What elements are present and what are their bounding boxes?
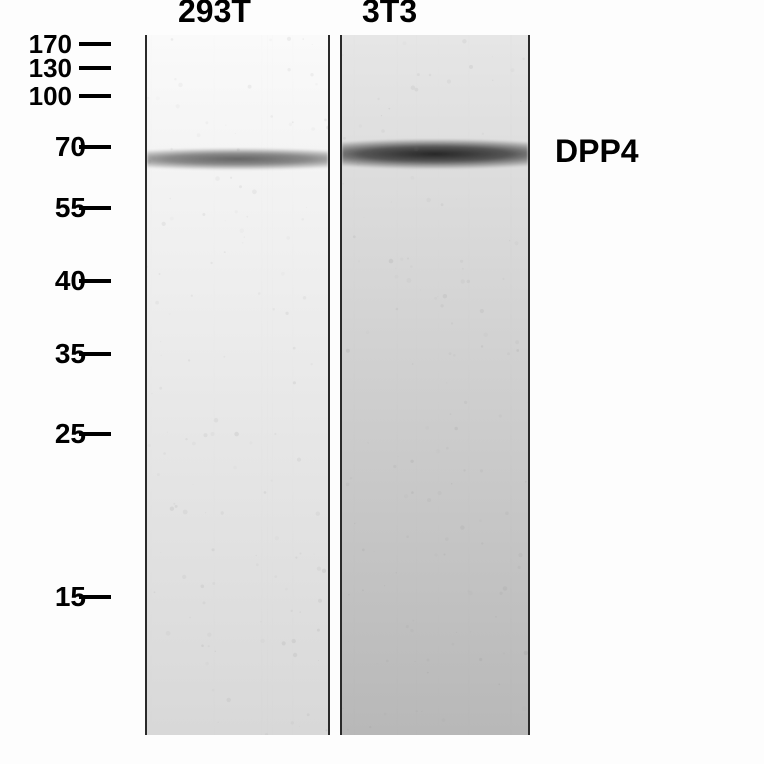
mw-tick — [79, 42, 111, 46]
mw-tick — [79, 595, 111, 599]
protein-label: DPP4 — [555, 133, 639, 170]
lane-noise — [147, 35, 328, 735]
mw-tick — [79, 206, 111, 210]
mw-label: 15 — [0, 581, 86, 613]
lane-header-2: 3T3 — [362, 0, 417, 30]
protein-band — [147, 148, 328, 170]
mw-tick — [79, 432, 111, 436]
blot-container — [115, 35, 535, 735]
mw-label: 130 — [0, 53, 72, 84]
mw-tick — [79, 352, 111, 356]
mw-label: 25 — [0, 418, 86, 450]
mw-label: 100 — [0, 81, 72, 112]
mw-tick — [79, 145, 111, 149]
mw-tick — [79, 279, 111, 283]
mw-label: 40 — [0, 265, 86, 297]
protein-band — [342, 139, 528, 169]
lane-header-1: 293T — [178, 0, 251, 30]
mw-label: 35 — [0, 338, 86, 370]
mw-tick — [79, 94, 111, 98]
lane-2 — [340, 35, 530, 735]
mw-label: 55 — [0, 192, 86, 224]
lane-1 — [145, 35, 330, 735]
mw-tick — [79, 66, 111, 70]
mw-label: 70 — [0, 131, 86, 163]
